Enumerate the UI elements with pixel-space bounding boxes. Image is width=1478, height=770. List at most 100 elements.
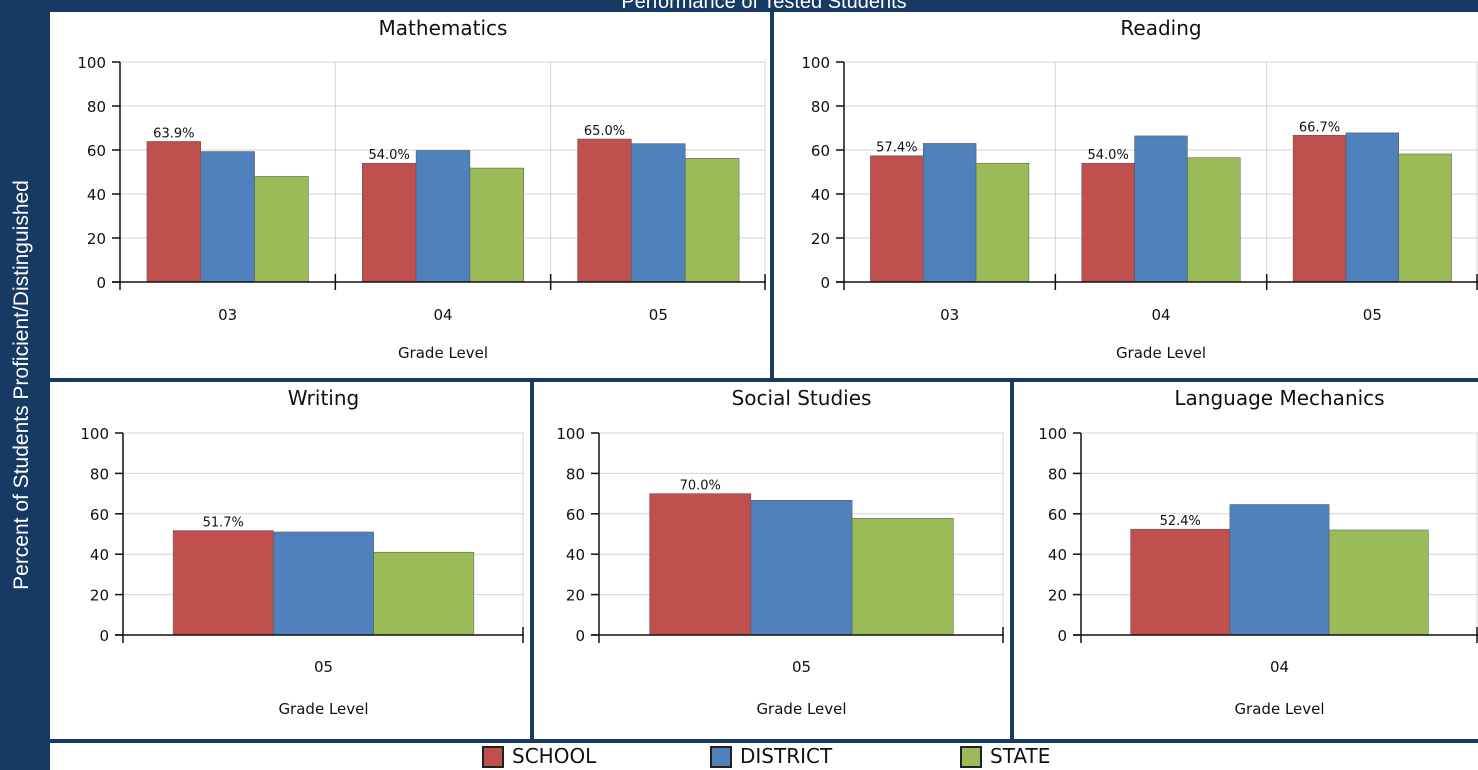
y-tick-label: 60 [566,506,585,524]
bar-state-03 [975,162,1030,283]
bar-state-03 [254,176,309,283]
legend-item-state: STATE [960,743,1050,770]
bar-district-04 [1229,504,1330,636]
chart-title: Reading [1120,16,1201,40]
y-axis-title: Percent of Students Proficient/Distingui… [10,180,33,590]
y-tick-label: 20 [90,587,109,605]
bar-school-04 [1081,162,1135,283]
bar-district-05 [1345,132,1400,283]
x-tick-label: 04 [1151,306,1170,324]
bar-school-05 [577,138,632,283]
y-tick-label: 40 [87,186,106,204]
bar-state-05 [685,158,740,283]
x-axis-label: Grade Level [756,700,846,718]
bar-school-04 [362,162,417,283]
y-tick-label: 20 [87,230,106,248]
y-tick-label: 100 [77,54,106,72]
bar-school-05 [1292,135,1347,283]
bar-school-05 [649,493,752,636]
y-tick-label: 0 [820,274,830,292]
y-tick-label: 100 [556,425,585,443]
y-tick-label: 40 [566,546,585,564]
data-label-school-05: 66.7% [1299,120,1340,135]
legend-swatch-state [960,745,982,768]
y-tick-label: 80 [566,465,585,483]
bar-district-04 [415,150,471,283]
y-tick-label: 40 [811,186,830,204]
chart-svg-language-mechanics: Language Mechanics 0 20 40 60 80 100 52.4% 04 Gra… [1038,386,1478,718]
legend-swatch-school [482,745,504,768]
bar-state-04 [1328,529,1429,636]
y-tick-label: 0 [96,274,106,292]
y-tick-label: 20 [811,230,830,248]
y-tick-label: 80 [90,465,109,483]
x-tick-label: 04 [1270,658,1289,676]
y-tick-label: 100 [801,54,830,72]
chart-title: Writing [288,386,359,410]
y-tick-label: 0 [575,627,585,645]
bar-district-05 [631,143,686,283]
bar-state-05 [373,551,475,636]
chart-panel-mathematics: Mathematics 0 20 40 60 80 100 63.9% 03 54.0% 04 65.… [50,12,770,378]
x-tick-label: 03 [940,306,959,324]
bar-district-04 [1134,135,1188,283]
y-tick-label: 0 [1057,627,1067,645]
chart-title: Language Mechanics [1174,386,1384,410]
y-tick-label: 40 [90,546,109,564]
bar-school-04 [1130,528,1231,636]
chart-svg-writing: Writing 0 20 40 60 80 100 51.7% 05 Grade Level [80,386,524,718]
bar-school-05 [172,530,274,636]
data-label-school-05: 70.0% [680,479,721,494]
data-label-school-05: 65.0% [584,124,625,139]
x-tick-label: 04 [433,306,452,324]
x-tick-label: 05 [649,306,668,324]
bar-district-03 [923,143,977,283]
y-tick-label: 60 [811,142,830,160]
legend: SCHOOL DISTRICT STATE [50,743,1478,770]
legend-swatch-district [710,745,732,768]
data-label-school-03: 57.4% [876,141,917,156]
data-label-school-04: 54.0% [1088,148,1129,163]
x-tick-label: 05 [1363,306,1382,324]
bar-district-05 [273,531,374,636]
legend-label-state: STATE [990,744,1051,768]
x-axis-label: Grade Level [1116,344,1206,362]
y-tick-label: 80 [87,98,106,116]
chart-panel-reading: Reading 0 20 40 60 80 100 57.4% 03 54.0% 04 66.7% 05… [774,12,1478,378]
chart-svg-social-studies: Social Studies 0 20 40 60 80 100 70.0% 05 Grade L… [556,386,1004,718]
bar-school-03 [870,155,924,283]
chart-panel-language-mechanics: Language Mechanics 0 20 40 60 80 100 52.4% 04 Gra… [1014,382,1478,739]
legend-item-district: DISTRICT [710,743,832,770]
data-label-school-04: 54.0% [369,148,410,163]
bar-state-05 [1398,153,1452,283]
data-label-school-03: 63.9% [153,126,194,141]
legend-label-school: SCHOOL [512,744,597,768]
x-tick-label: 03 [218,306,237,324]
bar-state-04 [1187,157,1241,283]
chart-svg-mathematics: Mathematics 0 20 40 60 80 100 63.9% 03 54.0% 04 65.… [77,16,766,362]
y-tick-label: 60 [87,142,106,160]
y-tick-label: 100 [1038,425,1067,443]
bar-state-04 [469,167,524,283]
legend-label-district: DISTRICT [740,744,833,768]
bar-state-05 [851,517,954,636]
x-tick-label: 05 [314,658,333,676]
chart-title: Social Studies [732,386,872,410]
y-tick-label: 80 [811,98,830,116]
y-tick-label: 60 [90,506,109,524]
y-tick-label: 100 [80,425,109,443]
y-tick-label: 60 [1048,506,1067,524]
data-label-school-04: 52.4% [1160,514,1201,529]
bar-school-03 [146,141,201,283]
chart-title: Mathematics [379,16,508,40]
x-tick-label: 05 [792,658,811,676]
x-axis-label: Grade Level [398,344,488,362]
chart-panel-social-studies: Social Studies 0 20 40 60 80 100 70.0% 05 Grade L… [534,382,1010,739]
y-tick-label: 40 [1048,546,1067,564]
chart-panel-writing: Writing 0 20 40 60 80 100 51.7% 05 Grade Level [50,382,530,739]
page-title: Performance of Tested Students [50,0,1478,10]
legend-item-school: SCHOOL [482,743,596,770]
bar-district-05 [750,500,853,636]
y-tick-label: 20 [1048,587,1067,605]
chart-svg-reading: Reading 0 20 40 60 80 100 57.4% 03 54.0% 04 66.7% 05… [801,16,1478,362]
